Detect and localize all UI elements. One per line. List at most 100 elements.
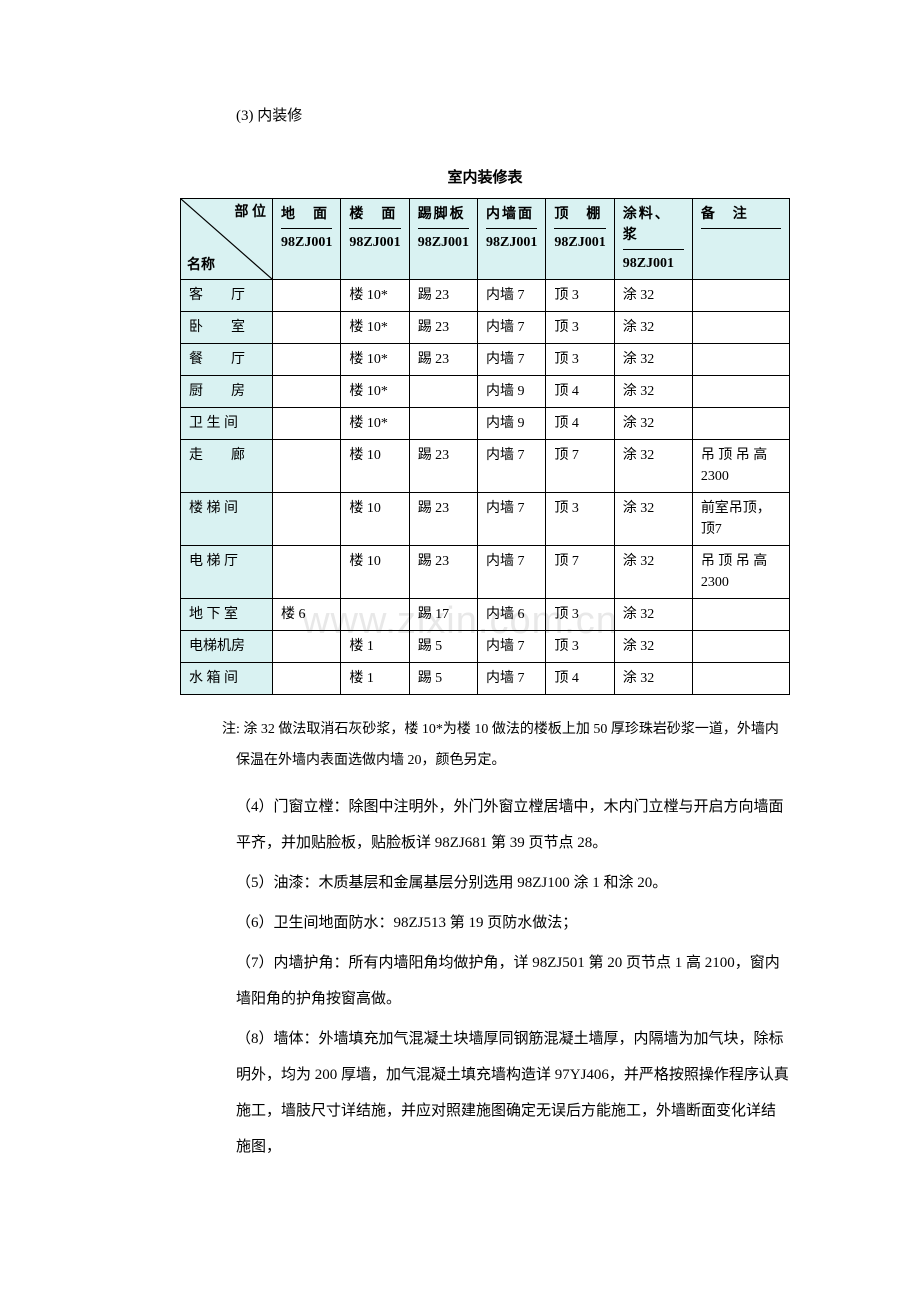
data-cell: 涂 32 bbox=[614, 344, 692, 376]
data-cell bbox=[273, 312, 341, 344]
column-header: 踢脚板 98ZJ001 bbox=[409, 199, 477, 280]
diagonal-top-label: 部 位 bbox=[235, 202, 267, 223]
column-header-bottom: 98ZJ001 bbox=[349, 232, 400, 253]
data-cell: 顶 7 bbox=[546, 440, 614, 493]
data-cell: 前室吊顶，顶7 bbox=[692, 493, 789, 546]
data-cell: 内墙 9 bbox=[478, 408, 546, 440]
table-title: 室内装修表 bbox=[180, 161, 790, 194]
data-cell: 涂 32 bbox=[614, 663, 692, 695]
table-row: 电梯机房楼 1踢 5内墙 7顶 3涂 32 bbox=[181, 631, 790, 663]
data-cell bbox=[273, 546, 341, 599]
diagonal-header-cell: 部 位 名称 bbox=[181, 199, 273, 280]
data-cell: 内墙 7 bbox=[478, 344, 546, 376]
row-label: 卧 室 bbox=[181, 312, 273, 344]
data-cell: 涂 32 bbox=[614, 599, 692, 631]
data-cell: 楼 10* bbox=[341, 408, 409, 440]
data-cell: 顶 3 bbox=[546, 493, 614, 546]
data-cell: 顶 4 bbox=[546, 663, 614, 695]
data-cell bbox=[692, 631, 789, 663]
row-label: 电梯机房 bbox=[181, 631, 273, 663]
column-header-bottom: 98ZJ001 bbox=[486, 232, 537, 253]
paragraph-7: （7）内墙护角：所有内墙阳角均做护角，详 98ZJ501 第 20 页节点 1 … bbox=[236, 945, 790, 1017]
table-row: 水 箱 间楼 1踢 5内墙 7顶 4涂 32 bbox=[181, 663, 790, 695]
data-cell: 内墙 7 bbox=[478, 440, 546, 493]
data-cell: 踢 5 bbox=[409, 663, 477, 695]
data-cell: 顶 3 bbox=[546, 631, 614, 663]
data-cell bbox=[273, 493, 341, 546]
column-header-top: 内墙面 bbox=[486, 204, 537, 229]
row-label: 卫 生 间 bbox=[181, 408, 273, 440]
data-cell bbox=[273, 376, 341, 408]
data-cell bbox=[409, 376, 477, 408]
data-cell: 楼 10* bbox=[341, 312, 409, 344]
data-cell bbox=[273, 663, 341, 695]
data-cell: 吊 顶 吊 高2300 bbox=[692, 440, 789, 493]
row-label: 电 梯 厅 bbox=[181, 546, 273, 599]
column-header: 备 注 bbox=[692, 199, 789, 280]
data-cell bbox=[273, 408, 341, 440]
row-label: 客 厅 bbox=[181, 280, 273, 312]
column-header-top: 地 面 bbox=[281, 204, 332, 229]
data-cell: 涂 32 bbox=[614, 631, 692, 663]
data-cell: 楼 1 bbox=[341, 663, 409, 695]
column-header-bottom: 98ZJ001 bbox=[554, 232, 605, 253]
data-cell: 内墙 7 bbox=[478, 663, 546, 695]
data-cell: 内墙 7 bbox=[478, 631, 546, 663]
data-cell: 踢 23 bbox=[409, 546, 477, 599]
interior-decoration-table: 部 位 名称 地 面 98ZJ001 楼 面 98ZJ001 踢脚板 98ZJ0… bbox=[180, 198, 790, 695]
paragraph-8: （8）墙体：外墙填充加气混凝土块墙厚同钢筋混凝土墙厚，内隔墙为加气块，除标明外，… bbox=[236, 1021, 790, 1165]
data-cell: 楼 10 bbox=[341, 440, 409, 493]
data-cell: 踢 17 bbox=[409, 599, 477, 631]
paragraph-5: （5）油漆：木质基层和金属基层分别选用 98ZJ100 涂 1 和涂 20。 bbox=[236, 865, 790, 901]
data-cell: 踢 5 bbox=[409, 631, 477, 663]
column-header: 楼 面 98ZJ001 bbox=[341, 199, 409, 280]
data-cell bbox=[409, 408, 477, 440]
data-cell: 顶 3 bbox=[546, 344, 614, 376]
column-header-bottom: 98ZJ001 bbox=[418, 232, 469, 253]
column-header-top: 楼 面 bbox=[349, 204, 400, 229]
table-row: 客 厅楼 10*踢 23内墙 7顶 3涂 32 bbox=[181, 280, 790, 312]
data-cell: 楼 10 bbox=[341, 546, 409, 599]
data-cell: 顶 7 bbox=[546, 546, 614, 599]
column-header: 地 面 98ZJ001 bbox=[273, 199, 341, 280]
data-cell bbox=[692, 663, 789, 695]
data-cell: 内墙 7 bbox=[478, 280, 546, 312]
row-label: 餐 厅 bbox=[181, 344, 273, 376]
column-header-top: 踢脚板 bbox=[418, 204, 469, 229]
data-cell: 顶 3 bbox=[546, 599, 614, 631]
data-cell: 吊 顶 吊 高2300 bbox=[692, 546, 789, 599]
data-cell: 踢 23 bbox=[409, 493, 477, 546]
table-row: 走 廊楼 10踢 23内墙 7顶 7涂 32吊 顶 吊 高2300 bbox=[181, 440, 790, 493]
table-header-row: 部 位 名称 地 面 98ZJ001 楼 面 98ZJ001 踢脚板 98ZJ0… bbox=[181, 199, 790, 280]
data-cell: 顶 4 bbox=[546, 376, 614, 408]
data-cell bbox=[692, 344, 789, 376]
data-cell bbox=[273, 440, 341, 493]
table-row: 电 梯 厅楼 10踢 23内墙 7顶 7涂 32吊 顶 吊 高2300 bbox=[181, 546, 790, 599]
data-cell bbox=[273, 280, 341, 312]
column-header-top: 顶 棚 bbox=[554, 204, 605, 229]
data-cell bbox=[273, 344, 341, 376]
table-row: 楼 梯 间楼 10踢 23内墙 7顶 3涂 32前室吊顶，顶7 bbox=[181, 493, 790, 546]
paragraph-4: （4）门窗立樘：除图中注明外，外门外窗立樘居墙中，木内门立樘与开启方向墙面平齐，… bbox=[236, 789, 790, 861]
table-body: 客 厅楼 10*踢 23内墙 7顶 3涂 32卧 室楼 10*踢 23内墙 7顶… bbox=[181, 280, 790, 695]
data-cell bbox=[341, 599, 409, 631]
data-cell: 内墙 7 bbox=[478, 493, 546, 546]
row-label: 厨 房 bbox=[181, 376, 273, 408]
data-cell bbox=[692, 280, 789, 312]
table-row: 餐 厅楼 10*踢 23内墙 7顶 3涂 32 bbox=[181, 344, 790, 376]
data-cell: 顶 4 bbox=[546, 408, 614, 440]
diagonal-bottom-label: 名称 bbox=[187, 255, 215, 276]
data-cell: 内墙 6 bbox=[478, 599, 546, 631]
column-header-bottom: 98ZJ001 bbox=[281, 232, 332, 253]
data-cell: 踢 23 bbox=[409, 280, 477, 312]
table-row: 厨 房楼 10*内墙 9顶 4涂 32 bbox=[181, 376, 790, 408]
row-label: 走 廊 bbox=[181, 440, 273, 493]
data-cell: 踢 23 bbox=[409, 312, 477, 344]
data-cell: 内墙 7 bbox=[478, 546, 546, 599]
data-cell: 涂 32 bbox=[614, 280, 692, 312]
table-row: 卧 室楼 10*踢 23内墙 7顶 3涂 32 bbox=[181, 312, 790, 344]
column-header: 内墙面 98ZJ001 bbox=[478, 199, 546, 280]
data-cell: 涂 32 bbox=[614, 312, 692, 344]
data-cell: 楼 6 bbox=[273, 599, 341, 631]
column-header: 顶 棚 98ZJ001 bbox=[546, 199, 614, 280]
